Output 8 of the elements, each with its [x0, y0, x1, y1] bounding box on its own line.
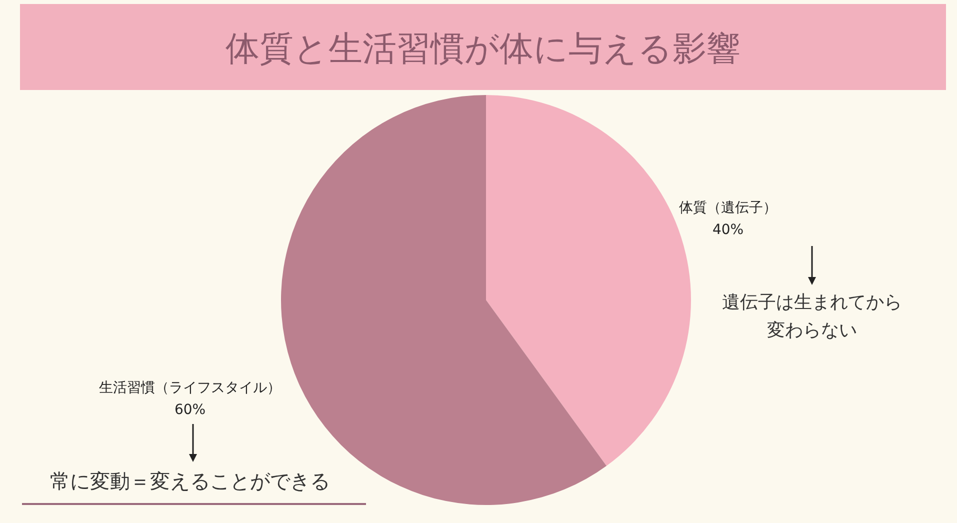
text: 遺伝子は生まれてから変わらない — [722, 292, 902, 341]
text: 常に変動＝変えることができる — [50, 469, 330, 493]
data-label: 40% — [712, 222, 744, 238]
data-label: 60% — [174, 402, 206, 418]
pie-slice — [486, 95, 691, 466]
slice-label: 生活習慣（ライフスタイル） — [99, 380, 281, 396]
slice-label: 体質（遺伝子） — [679, 200, 777, 216]
chart-title: 体質と生活習慣が体に与える影響 — [226, 29, 740, 69]
